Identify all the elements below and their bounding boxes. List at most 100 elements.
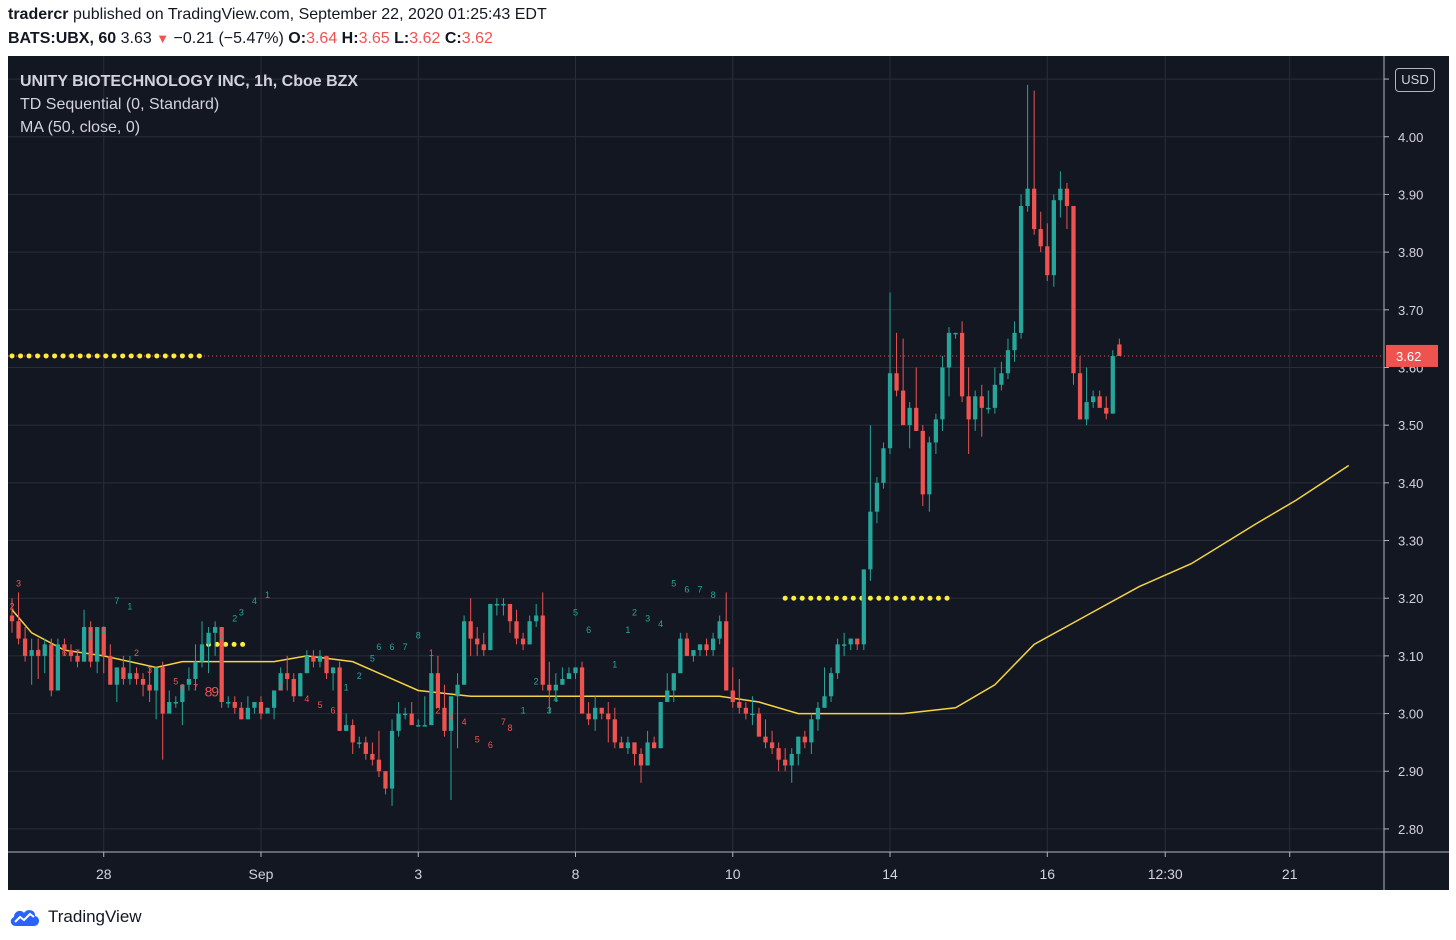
open-label: O: — [288, 30, 307, 47]
candle-body — [16, 621, 21, 639]
td-count-label: 2 — [232, 613, 237, 623]
candle-body — [553, 684, 558, 691]
candle-body — [75, 655, 80, 662]
candle-body — [258, 702, 264, 714]
candle-body — [344, 725, 349, 731]
td-setup-dot — [69, 353, 75, 359]
candle-body — [946, 332, 952, 368]
chart-area[interactable]: 2.80 2.90 3.00 3.10 3.20 3.30 3.40 3.50 3.60 3.70… — [8, 56, 1449, 890]
currency-button[interactable]: USD — [1395, 68, 1435, 92]
tradingview-brand: TradingView — [48, 907, 142, 926]
candle-body — [108, 655, 113, 685]
candle-body — [121, 667, 126, 679]
td-setup-dot — [128, 353, 134, 359]
candle-body — [868, 511, 873, 570]
candle-body — [442, 707, 447, 731]
td-setup-dot — [188, 353, 194, 359]
x-tick-label: 8 — [572, 866, 580, 882]
td-count-label: 8 — [416, 631, 421, 641]
candle-body — [665, 690, 670, 703]
td-setup-dot — [77, 353, 83, 359]
candle-body — [776, 748, 781, 760]
candle-body — [789, 753, 794, 766]
candle-body — [81, 627, 87, 662]
candle-body — [186, 678, 192, 685]
candle-body — [167, 702, 172, 714]
candle-body — [802, 736, 807, 743]
td-setup-dot — [799, 595, 805, 601]
candle-body — [756, 713, 762, 737]
td-count-label: 4 — [252, 596, 257, 606]
candle-body — [678, 638, 683, 674]
candle-body — [245, 707, 251, 720]
td-count-label: 1 — [127, 602, 132, 612]
candle-body — [1077, 373, 1083, 420]
td-count-label: 2 — [435, 706, 440, 716]
candle-body — [271, 690, 277, 708]
candle-body — [566, 673, 572, 679]
candle-body — [1104, 407, 1109, 414]
td-count-label: 3 — [547, 706, 552, 716]
td-setup-dot — [825, 595, 831, 601]
td-count-label: 8 — [205, 683, 213, 699]
td-count-label: 6 — [180, 682, 185, 692]
candle-body — [317, 655, 323, 662]
td-setup-dot — [60, 353, 66, 359]
td-setup-dot — [884, 595, 890, 601]
td-count-label: 6 — [62, 648, 67, 658]
candle-body — [389, 730, 395, 789]
candle-body — [1097, 396, 1102, 408]
candle-body — [534, 615, 539, 622]
candle-body — [461, 621, 467, 685]
td-setup-dot — [145, 353, 151, 359]
td-setup-dot — [162, 353, 168, 359]
publish-text: published on TradingView.com, September … — [72, 6, 547, 23]
legend-moving-average[interactable]: MA (50, close, 0) — [20, 119, 141, 136]
candle-body — [1045, 246, 1050, 276]
candle-body — [560, 678, 565, 685]
candle-body — [783, 759, 788, 766]
candle-body — [671, 673, 676, 691]
candle-body — [199, 644, 205, 662]
td-setup-dot — [9, 353, 15, 359]
candle-body — [881, 448, 886, 483]
candle-body — [710, 638, 716, 651]
candle-body — [927, 442, 932, 495]
td-count-label: 1 — [429, 648, 434, 658]
candle-body — [219, 627, 224, 703]
legend-td-sequential[interactable]: TD Sequential (0, Standard) — [20, 96, 220, 113]
y-tick-label: 2.90 — [1398, 764, 1423, 779]
x-tick-label: Sep — [249, 866, 274, 882]
x-tick-label: 12:30 — [1148, 866, 1183, 882]
publisher-name: tradercr — [8, 6, 69, 23]
td-count-label: 5 — [475, 734, 480, 744]
x-tick-label: 16 — [1039, 866, 1055, 882]
candle-body — [645, 742, 650, 766]
td-setup-dot — [179, 353, 185, 359]
td-count-label: 6 — [390, 642, 395, 652]
candle-body — [933, 419, 939, 443]
td-count-label: 3 — [291, 682, 296, 692]
td-count-label: 3 — [645, 613, 650, 623]
candle-body — [900, 390, 906, 426]
candle-body — [481, 644, 486, 651]
td-count-label: 1 — [612, 659, 617, 669]
td-count-label: 4 — [160, 665, 165, 675]
price-chart[interactable]: 2.802.903.003.103.203.303.403.503.603.70… — [8, 56, 1449, 890]
td-setup-dot — [43, 353, 49, 359]
candle-body — [422, 725, 427, 727]
y-tick-label: 3.10 — [1398, 649, 1423, 664]
candle-body — [593, 707, 598, 720]
candle-body — [1110, 355, 1115, 414]
candle-body — [599, 707, 604, 714]
td-setup-dot — [876, 595, 882, 601]
td-setup-dot — [833, 595, 839, 601]
td-setup-dot — [171, 353, 177, 359]
td-setup-dot — [35, 353, 41, 359]
high-value: 3.65 — [358, 30, 390, 47]
td-count-label: 4 — [49, 648, 54, 658]
candle-body — [1091, 396, 1096, 403]
candle-body — [638, 753, 644, 766]
candle-body — [612, 719, 617, 743]
candle-body — [684, 638, 690, 656]
